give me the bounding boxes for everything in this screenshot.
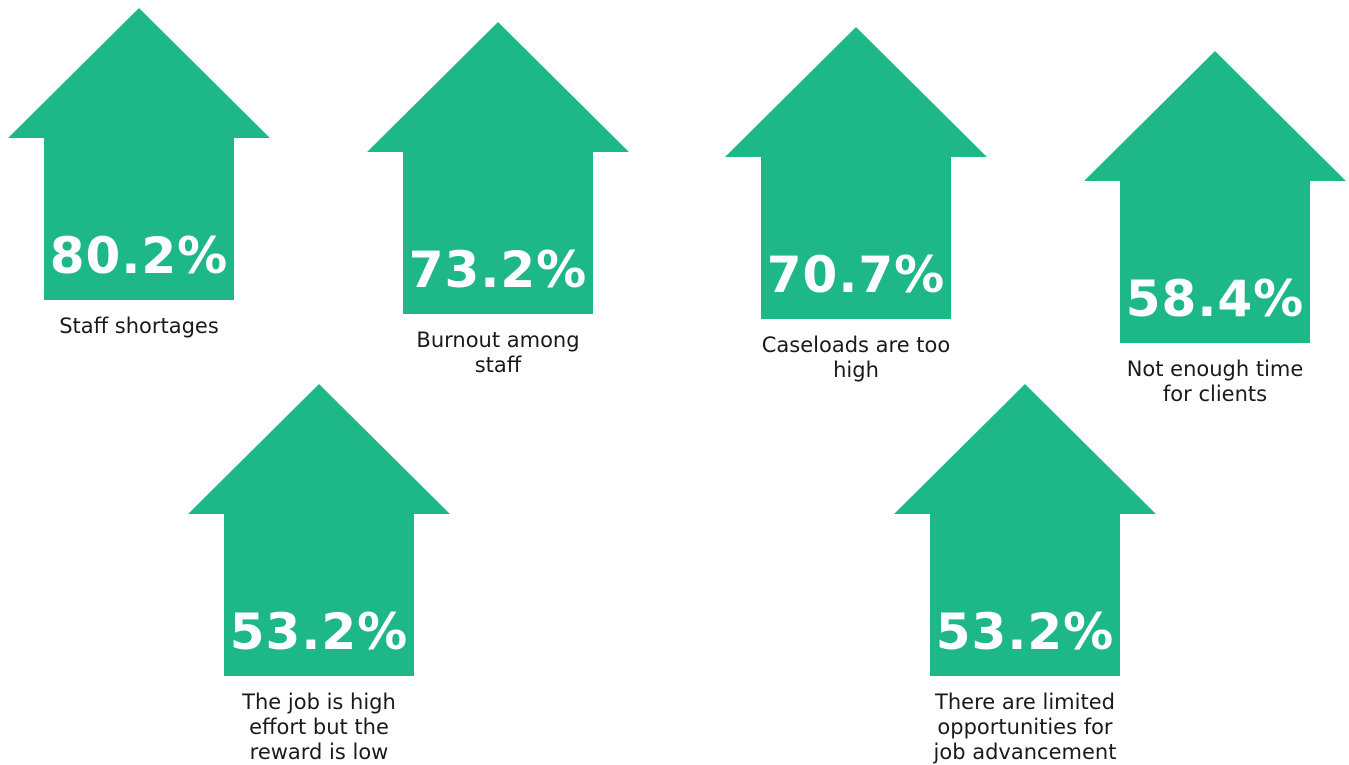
arrow-mark [188,384,450,676]
category-label: There are limited opportunities for job … [933,690,1117,764]
up-arrow-icon [1084,51,1346,343]
data-value-label: 70.7% [766,246,946,304]
up-arrow-icon [367,22,629,314]
data-value-label: 53.2% [935,603,1115,661]
arrow-mark [1084,51,1346,343]
up-arrow-icon [8,8,270,300]
arrow-mark [367,22,629,314]
arrow-mark [8,8,270,300]
data-value-label: 58.4% [1125,270,1305,328]
up-arrow-icon [894,384,1156,676]
up-arrow-icon [188,384,450,676]
up-arrow-icon [725,27,987,319]
category-label: Burnout among staff [416,328,580,377]
category-label: Caseloads are too high [761,333,951,382]
data-value-label: 80.2% [49,227,229,285]
arrow-mark [894,384,1156,676]
data-value-label: 73.2% [408,241,588,299]
arrow-mark [725,27,987,319]
data-value-label: 53.2% [229,603,409,661]
category-label: Staff shortages [59,314,219,338]
category-label: Not enough time for clients [1126,357,1304,406]
category-label: The job is high effort but the reward is… [242,690,396,764]
